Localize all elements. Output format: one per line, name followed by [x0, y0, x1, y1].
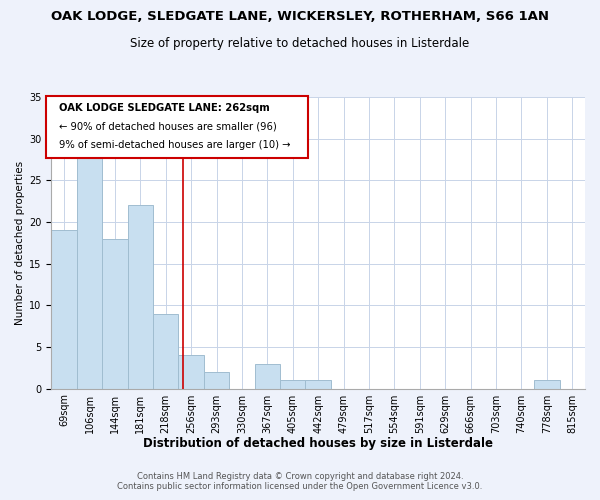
- FancyBboxPatch shape: [46, 96, 308, 158]
- Text: Contains public sector information licensed under the Open Government Licence v3: Contains public sector information licen…: [118, 482, 482, 491]
- Bar: [305, 380, 331, 388]
- Text: Contains HM Land Registry data © Crown copyright and database right 2024.: Contains HM Land Registry data © Crown c…: [137, 472, 463, 481]
- Bar: [128, 206, 153, 388]
- X-axis label: Distribution of detached houses by size in Listerdale: Distribution of detached houses by size …: [143, 437, 493, 450]
- Bar: [153, 314, 178, 388]
- Bar: [254, 364, 280, 388]
- Bar: [77, 156, 102, 388]
- Bar: [102, 238, 128, 388]
- Y-axis label: Number of detached properties: Number of detached properties: [15, 160, 25, 325]
- Bar: [178, 356, 204, 388]
- Bar: [534, 380, 560, 388]
- Bar: [280, 380, 305, 388]
- Text: OAK LODGE SLEDGATE LANE: 262sqm: OAK LODGE SLEDGATE LANE: 262sqm: [59, 103, 270, 113]
- Text: ← 90% of detached houses are smaller (96): ← 90% of detached houses are smaller (96…: [59, 121, 277, 131]
- Bar: [52, 230, 77, 388]
- Bar: [204, 372, 229, 388]
- Text: OAK LODGE, SLEDGATE LANE, WICKERSLEY, ROTHERHAM, S66 1AN: OAK LODGE, SLEDGATE LANE, WICKERSLEY, RO…: [51, 10, 549, 23]
- Text: Size of property relative to detached houses in Listerdale: Size of property relative to detached ho…: [130, 38, 470, 51]
- Text: 9% of semi-detached houses are larger (10) →: 9% of semi-detached houses are larger (1…: [59, 140, 291, 149]
